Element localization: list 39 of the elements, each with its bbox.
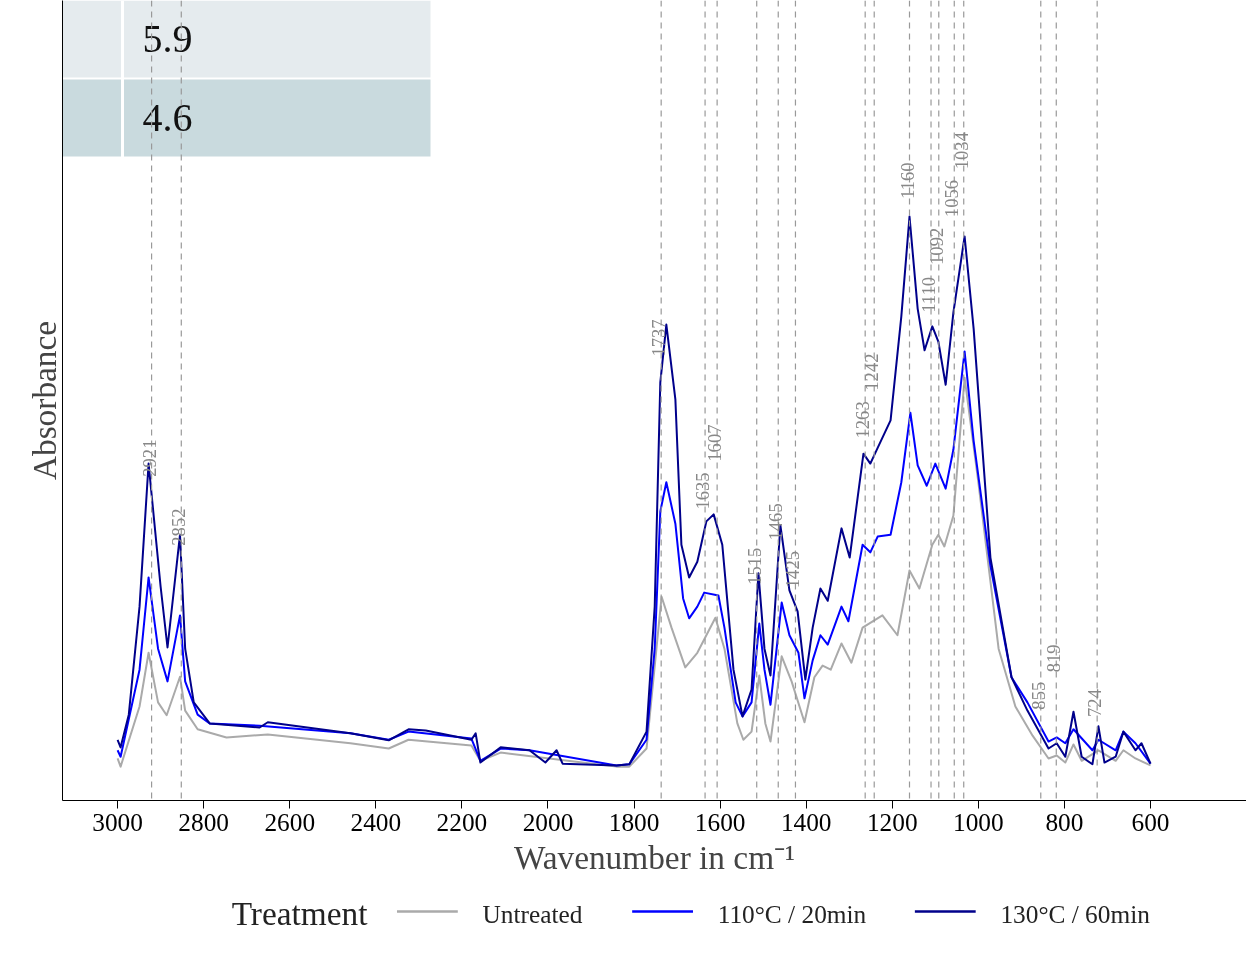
ref-line-label: 1110 (918, 276, 940, 313)
legend-label: 110°C / 20min (717, 899, 867, 928)
x-axis-title: Wavenumber in cm⁻¹ (513, 838, 796, 876)
ref-line-label: 2852 (168, 508, 190, 546)
ref-line-label: 724 (1084, 688, 1106, 717)
ref-line-label: 1056 (941, 179, 963, 218)
x-tick-label: 2400 (350, 807, 402, 836)
x-tick-label: 2600 (264, 807, 316, 836)
ref-line-label: 1242 (861, 353, 883, 391)
legend-label: Untreated (482, 899, 583, 928)
ref-line-label: 1607 (704, 424, 726, 462)
ref-line-label: 2921 (138, 439, 160, 477)
x-tick-label: 800 (1045, 807, 1084, 836)
legend-label: 130°C / 60min (1000, 899, 1151, 928)
x-tick-label: 1400 (780, 807, 832, 836)
ref-line-label: 1425 (782, 550, 804, 589)
ref-line-label: 1737 (648, 319, 670, 357)
text: 4.6 (142, 95, 193, 140)
ref-line-label: 1635 (692, 472, 714, 510)
ref-line-label: 1034 (950, 131, 972, 170)
ref-line-label: 1465 (765, 503, 787, 541)
x-tick-label: 3000 (92, 807, 143, 836)
text: 5.9 (142, 16, 193, 61)
ref-line-label: 855 (1027, 681, 1049, 710)
x-tick-label: 2200 (436, 807, 488, 836)
x-tick-label: 1800 (608, 807, 660, 836)
y-axis-title: Absorbance (25, 320, 63, 481)
ref-line-label: 1160 (896, 162, 918, 200)
x-tick-label: 1200 (866, 807, 918, 836)
x-tick-label: 2000 (522, 807, 574, 836)
ref-line-label: 819 (1043, 644, 1065, 673)
x-tick-label: 1600 (694, 807, 746, 836)
ref-line-label: 1092 (925, 227, 947, 265)
ref-line-label: 1515 (743, 547, 765, 585)
ref-line-label: 1263 (852, 401, 874, 439)
x-tick-label: 2800 (178, 807, 229, 836)
legend-title: Treatment (231, 895, 369, 932)
x-tick-label: 600 (1131, 807, 1170, 836)
x-tick-label: 1000 (953, 807, 1004, 836)
